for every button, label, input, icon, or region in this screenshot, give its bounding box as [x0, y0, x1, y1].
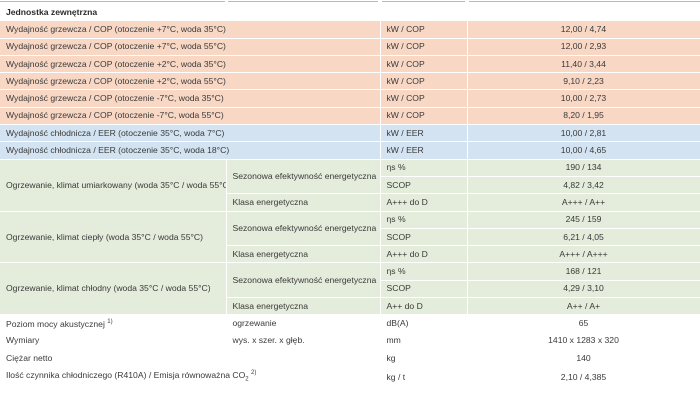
row-label: Wydajność grzewcza / COP (otoczenie -7°C…	[0, 89, 381, 108]
outdoor-unit-spec-table: Jednostka zewnętrzna Wydajność grzewcza …	[0, 4, 700, 388]
top-rule	[469, 1, 700, 2]
row-value: 1410 x 1283 x 320	[467, 332, 700, 350]
energy-class-value: A+++ / A+++	[467, 245, 700, 264]
climate-label: Ogrzewanie, klimat umiarkowany (woda 35°…	[0, 159, 227, 212]
refrigerant-row: Ilość czynnika chłodniczego (R410A) / Em…	[0, 366, 700, 388]
climate-row: Klasa energetyczna A++ do D A++ / A+	[0, 297, 700, 316]
row-value: 11,40 / 3,44	[467, 55, 700, 74]
row-unit: kW / COP	[380, 55, 468, 74]
row-label: Wydajność chłodnicza / EER (otoczenie 35…	[0, 124, 381, 143]
row-value: 10,00 / 4,65	[467, 141, 700, 160]
climate-label: Ogrzewanie, klimat chłodny (woda 35°C / …	[0, 262, 227, 316]
row-unit: kW / EER	[380, 124, 468, 143]
cooling-row: Wydajność chłodnicza / EER (otoczenie 35…	[0, 141, 700, 160]
scop-unit: SCOP	[380, 228, 468, 247]
row-value: 12,00 / 2,93	[467, 38, 700, 56]
climate-row: SCOP 4,29 / 3,10	[0, 280, 700, 299]
scop-unit: SCOP	[380, 280, 468, 299]
climate-row: Ogrzewanie, klimat chłodny (woda 35°C / …	[0, 262, 700, 316]
row-label: Wydajność grzewcza / COP (otoczenie +7°C…	[0, 38, 381, 56]
scop-value: 6,21 / 4,05	[467, 228, 700, 247]
scop-value: 4,82 / 3,42	[467, 176, 700, 195]
top-rule	[228, 1, 378, 2]
seasonal-efficiency-label: Sezonowa efektywność energetyczna	[226, 159, 381, 195]
climate-row: Ogrzewanie, klimat umiarkowany (woda 35°…	[0, 159, 700, 212]
eta-unit: ηs %	[380, 159, 468, 177]
row-value: 8,20 / 1,95	[467, 107, 700, 126]
heating-row: Wydajność grzewcza / COP (otoczenie +7°C…	[0, 38, 700, 56]
heating-row: Wydajność grzewcza / COP (otoczenie +2°C…	[0, 72, 700, 91]
seasonal-efficiency-label: Sezonowa efektywność energetyczna	[226, 211, 381, 247]
energy-class-range: A+++ do D	[380, 245, 468, 264]
eta-value: 190 / 134	[467, 159, 700, 177]
row-unit: kW / COP	[380, 107, 468, 126]
footnote-mark: 1)	[107, 319, 113, 326]
energy-class-label: Klasa energetyczna	[226, 193, 381, 212]
row-sub-label: ogrzewanie	[226, 314, 381, 333]
row-value: 2,10 / 4,385	[467, 366, 700, 388]
dimensions-row: Wymiary wys. x szer. x głęb. mm 1410 x 1…	[0, 332, 700, 350]
row-label: Wydajność grzewcza / COP (otoczenie +2°C…	[0, 55, 381, 74]
climate-row: SCOP 4,82 / 3,42	[0, 176, 700, 195]
sound-power-row: Poziom mocy akustycznej 1) ogrzewanie dB…	[0, 314, 700, 333]
row-value: 10,00 / 2,81	[467, 124, 700, 143]
heating-row: Wydajność grzewcza / COP (otoczenie +2°C…	[0, 55, 700, 74]
eta-unit: ηs %	[380, 262, 468, 281]
row-value: 10,00 / 2,73	[467, 89, 700, 108]
row-value: 140	[467, 349, 700, 368]
row-label: Wydajność grzewcza / COP (otoczenie -7°C…	[0, 107, 381, 126]
energy-class-label: Klasa energetyczna	[226, 245, 381, 264]
weight-row: Ciężar netto kg 140	[0, 349, 700, 368]
row-label: Wymiary	[0, 332, 227, 350]
row-sub-label: wys. x szer. x głęb.	[226, 332, 381, 350]
section-title: Jednostka zewnętrzna	[0, 4, 381, 22]
row-unit: kW / EER	[380, 141, 468, 160]
scop-value: 4,29 / 3,10	[467, 280, 700, 299]
row-unit: kg	[380, 349, 468, 368]
row-unit: kW / COP	[380, 38, 468, 56]
row-unit: kW / COP	[380, 72, 468, 91]
row-unit: kW / COP	[380, 20, 468, 39]
co2-subscript: 2	[245, 376, 249, 383]
row-unit: kg / t	[380, 366, 468, 388]
eta-value: 168 / 121	[467, 262, 700, 281]
row-label: Ciężar netto	[0, 349, 227, 368]
top-rule	[0, 1, 225, 2]
top-rule	[382, 1, 465, 2]
footnote-mark: 2)	[251, 370, 257, 377]
climate-row: Klasa energetyczna A+++ do D A+++ / A++	[0, 193, 700, 212]
climate-row: Ogrzewanie, klimat ciepły (woda 35°C / w…	[0, 211, 700, 264]
row-label: Wydajność grzewcza / COP (otoczenie +2°C…	[0, 72, 381, 91]
row-value: 65	[467, 314, 700, 333]
heating-row: Wydajność grzewcza / COP (otoczenie -7°C…	[0, 107, 700, 126]
row-value: 12,00 / 4,74	[467, 20, 700, 39]
row-value: 9,10 / 2,23	[467, 72, 700, 91]
row-label: Wydajność chłodnicza / EER (otoczenie 35…	[0, 141, 381, 160]
energy-class-range: A+++ do D	[380, 193, 468, 212]
seasonal-efficiency-label: Sezonowa efektywność energetyczna	[226, 262, 381, 299]
row-unit: mm	[380, 332, 468, 350]
eta-unit: ηs %	[380, 211, 468, 229]
header-row: Jednostka zewnętrzna	[0, 4, 700, 22]
cooling-row: Wydajność chłodnicza / EER (otoczenie 35…	[0, 124, 700, 143]
scop-unit: SCOP	[380, 176, 468, 195]
energy-class-label: Klasa energetyczna	[226, 297, 381, 316]
climate-row: SCOP 6,21 / 4,05	[0, 228, 700, 247]
heating-row: Wydajność grzewcza / COP (otoczenie -7°C…	[0, 89, 700, 108]
eta-value: 245 / 159	[467, 211, 700, 229]
energy-class-value: A++ / A+	[467, 297, 700, 316]
climate-label: Ogrzewanie, klimat ciepły (woda 35°C / w…	[0, 211, 227, 264]
climate-row: Klasa energetyczna A+++ do D A+++ / A+++	[0, 245, 700, 264]
row-unit: kW / COP	[380, 89, 468, 108]
row-unit: dB(A)	[380, 314, 468, 333]
row-label: Poziom mocy akustycznej 1)	[0, 314, 227, 333]
heating-row: Wydajność grzewcza / COP (otoczenie +7°C…	[0, 20, 700, 39]
energy-class-range: A++ do D	[380, 297, 468, 316]
energy-class-value: A+++ / A++	[467, 193, 700, 212]
row-label: Ilość czynnika chłodniczego (R410A) / Em…	[0, 366, 381, 388]
row-label: Wydajność grzewcza / COP (otoczenie +7°C…	[0, 20, 381, 39]
